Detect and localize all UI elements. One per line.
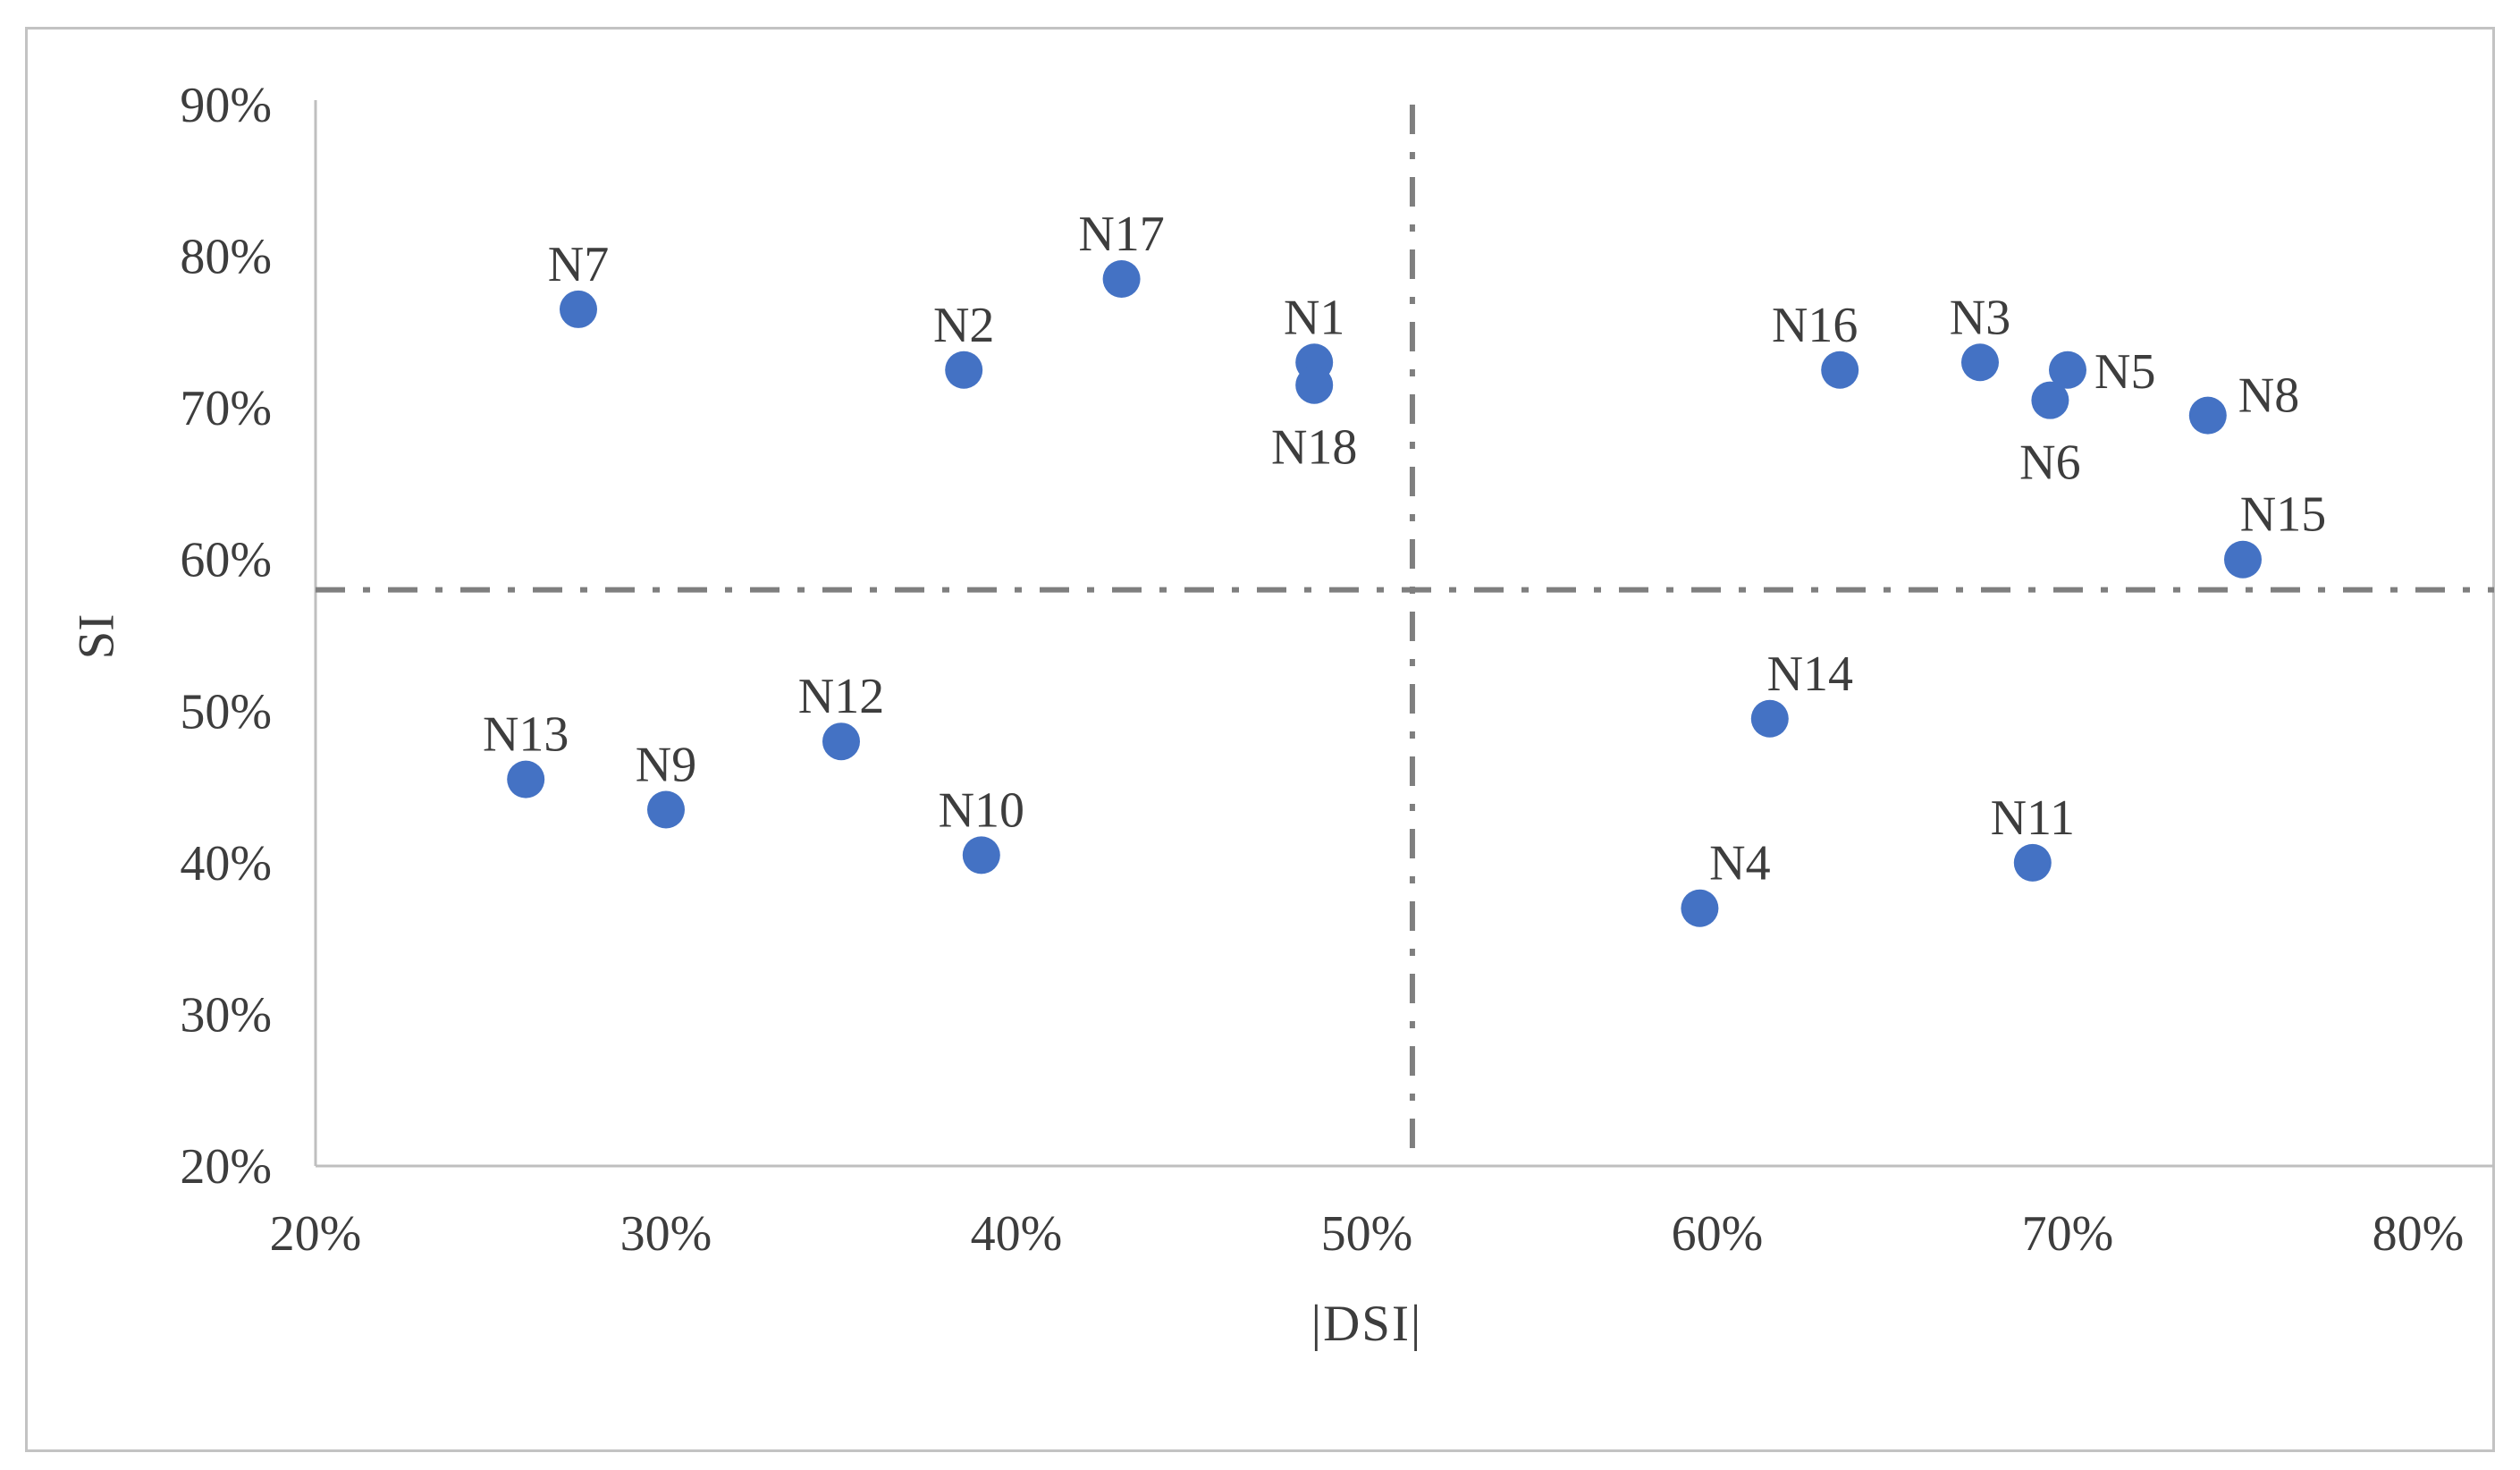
data-point-label-n3: N3 — [1950, 290, 2010, 345]
data-point-n8 — [2188, 396, 2227, 435]
data-point-label-n5: N5 — [2094, 344, 2155, 400]
data-point-label-n1: N1 — [1284, 290, 1344, 345]
data-point-n14 — [1750, 699, 1789, 738]
x-tick-label: 60% — [1672, 1206, 1764, 1262]
x-tick-label: 40% — [971, 1206, 1063, 1262]
data-point-n3 — [1961, 343, 1999, 382]
data-point-label-n14: N14 — [1767, 646, 1853, 702]
y-tick-label: 80% — [180, 230, 272, 285]
data-point-n13 — [507, 760, 545, 798]
data-point-label-n2: N2 — [933, 298, 994, 353]
data-point-label-n12: N12 — [798, 669, 884, 724]
y-tick-label: 60% — [180, 533, 272, 588]
data-point-n17 — [1102, 260, 1141, 299]
y-tick-label: 70% — [180, 381, 272, 436]
x-tick-label: 70% — [2022, 1206, 2114, 1262]
x-tick-label: 50% — [1321, 1206, 1413, 1262]
data-point-n16 — [1821, 351, 1859, 389]
data-point-label-n11: N11 — [1991, 790, 2075, 846]
data-point-n15 — [2224, 540, 2262, 579]
data-point-n18 — [1295, 366, 1334, 404]
data-point-n2 — [945, 351, 983, 389]
data-point-label-n9: N9 — [636, 738, 696, 793]
data-point-n10 — [962, 836, 1000, 874]
data-point-n9 — [647, 790, 685, 829]
data-point-n4 — [1681, 889, 1719, 927]
x-tick-label: 80% — [2373, 1206, 2465, 1262]
data-point-label-n8: N8 — [2238, 368, 2299, 424]
figure-border — [25, 27, 2495, 1452]
data-point-label-n13: N13 — [483, 707, 569, 763]
x-tick-label: 20% — [270, 1206, 362, 1262]
data-point-n11 — [2013, 843, 2052, 882]
data-point-n5 — [2049, 351, 2086, 389]
y-tick-label: 40% — [180, 836, 272, 891]
y-tick-label: 90% — [180, 78, 272, 133]
data-point-label-n4: N4 — [1709, 836, 1770, 891]
data-point-n6 — [2031, 381, 2069, 419]
x-axis-title: |DSI| — [1311, 1296, 1423, 1352]
data-point-n7 — [560, 290, 597, 328]
data-point-label-n16: N16 — [1772, 298, 1858, 353]
y-tick-label: 20% — [180, 1139, 272, 1195]
data-point-label-n18: N18 — [1271, 420, 1357, 476]
y-tick-label: 30% — [180, 987, 272, 1043]
data-point-label-n7: N7 — [548, 237, 609, 292]
y-tick-label: 50% — [180, 684, 272, 739]
data-point-label-n17: N17 — [1078, 207, 1164, 262]
data-point-n12 — [822, 722, 860, 761]
data-point-label-n10: N10 — [939, 782, 1024, 838]
data-point-label-n6: N6 — [2019, 435, 2080, 491]
data-point-label-n15: N15 — [2240, 487, 2326, 543]
x-tick-label: 30% — [620, 1206, 712, 1262]
y-axis-title: SI — [68, 613, 125, 660]
